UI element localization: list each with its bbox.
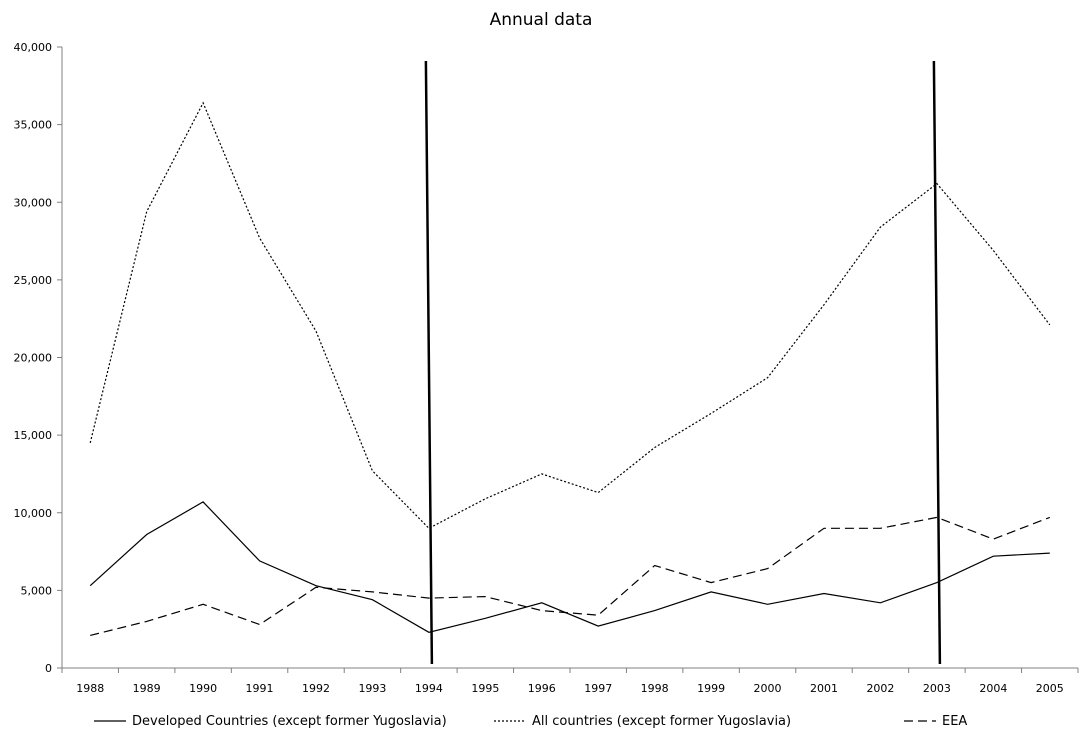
- y-tick-label: 10,000: [14, 507, 53, 520]
- x-tick-label: 1989: [133, 682, 161, 695]
- x-tick-label: 1998: [641, 682, 669, 695]
- y-tick-label: 0: [45, 662, 52, 675]
- x-tick-label: 1994: [415, 682, 443, 695]
- x-tick-label: 1988: [76, 682, 104, 695]
- y-tick-label: 5,000: [21, 584, 53, 597]
- legend-label: Developed Countries (except former Yugos…: [132, 714, 447, 729]
- x-tick-label: 1990: [189, 682, 217, 695]
- x-axis-ticks: 1988 1989 1990 1991 1992 1993 1994 1995 1996 1997…: [61, 668, 1079, 695]
- y-tick-label: 20,000: [14, 352, 53, 365]
- x-tick-label: 1993: [358, 682, 386, 695]
- x-tick-label: 2004: [979, 682, 1007, 695]
- x-tick-label: 1999: [697, 682, 725, 695]
- series-line-dashed: [90, 516, 1051, 636]
- series-lines: [89, 101, 1051, 636]
- y-tick-label: 40,000: [14, 41, 53, 54]
- x-tick-label: 1992: [302, 682, 330, 695]
- marker-line-2003: [932, 60, 942, 665]
- y-tick-label: 30,000: [14, 196, 53, 209]
- y-tick-label: 35,000: [14, 119, 53, 132]
- x-tick-label: 2005: [1036, 682, 1064, 695]
- x-tick-label: 1997: [584, 682, 612, 695]
- legend-label: All countries (except former Yugoslavia): [532, 714, 791, 729]
- series-line-dotted: [89, 101, 1051, 530]
- x-tick-label: 2000: [754, 682, 782, 695]
- axes: [61, 47, 1078, 669]
- legend-label: EEA: [942, 714, 967, 729]
- series-line-solid: [89, 501, 1050, 633]
- vertical-marker-lines: [424, 60, 942, 665]
- x-tick-label: 2003: [923, 682, 951, 695]
- x-tick-label: 1991: [246, 682, 274, 695]
- chart-title: Annual data: [490, 10, 593, 30]
- x-tick-label: 2001: [810, 682, 838, 695]
- x-tick-label: 2002: [866, 682, 894, 695]
- y-axis-ticks: 0 5,000 10,000 15,000 20,000 25,000 30,000 35,0…: [14, 41, 62, 675]
- legend: Developed Countries (except former Yugos…: [94, 714, 967, 729]
- y-tick-label: 25,000: [14, 274, 53, 287]
- x-tick-label: 1995: [471, 682, 499, 695]
- x-tick-label: 1996: [528, 682, 556, 695]
- y-tick-label: 15,000: [14, 429, 53, 442]
- marker-line-1994: [424, 60, 434, 665]
